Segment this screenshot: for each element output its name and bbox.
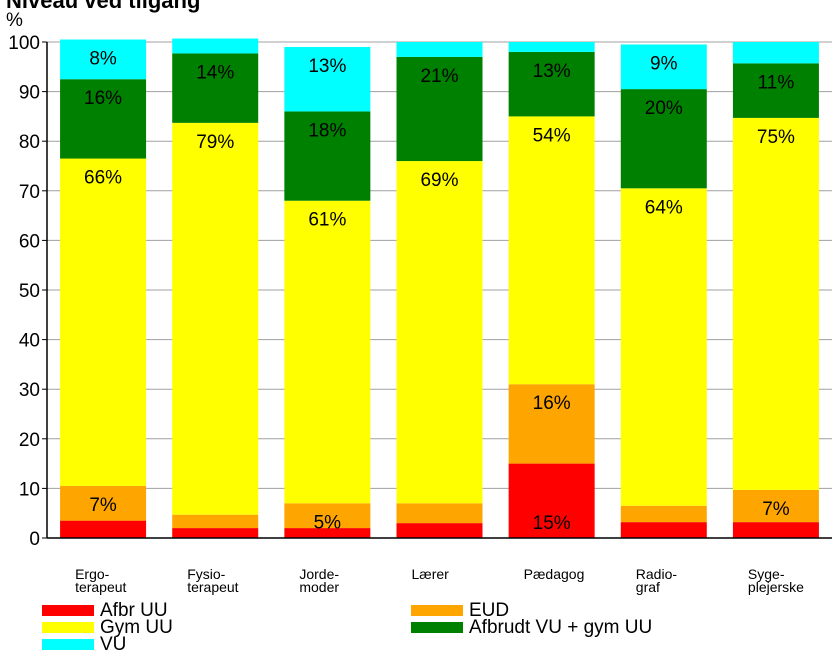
bar-value-label: 54% — [533, 125, 571, 146]
bar-value-label: 20% — [645, 98, 683, 119]
y-tick-label: 100 — [8, 33, 40, 54]
bar-segment — [732, 489, 819, 523]
category-label: plejerske — [748, 579, 804, 595]
bar-segment — [508, 42, 595, 52]
bar-value-label: 13% — [533, 61, 571, 82]
legend: Afbr UU EUD Gym UU Afbrudt VU + gym UU VU — [42, 600, 652, 655]
bar-segment — [172, 514, 259, 529]
bar-value-label: 11% — [758, 72, 795, 93]
bar-segment — [396, 161, 483, 504]
y-tick-label: 90 — [19, 83, 40, 104]
legend-label: Afbr UU — [100, 600, 168, 621]
bars — [60, 38, 819, 538]
bar-segment — [284, 528, 371, 538]
category-label: Syge- — [748, 566, 785, 582]
bar-value-label: 21% — [420, 66, 458, 87]
legend-swatch — [411, 622, 463, 633]
bar-segment — [620, 188, 707, 506]
y-tick-label: 50 — [19, 281, 40, 302]
bar-segment — [396, 56, 483, 162]
bar-segment — [60, 485, 147, 521]
bar-segment — [60, 158, 147, 486]
axes: 0102030405060708090100Ergo-terapeutFysio… — [8, 33, 832, 595]
y-tick-label: 40 — [19, 331, 40, 352]
bar-segment — [172, 528, 259, 538]
bar-value-label: 15% — [533, 513, 571, 534]
bar-segment — [508, 384, 595, 464]
bar-segment — [396, 523, 483, 538]
y-tick-label: 10 — [19, 479, 40, 500]
bar-value-label: 7% — [762, 499, 790, 520]
y-tick-label: 70 — [19, 182, 40, 203]
category-label: Pædagog — [524, 566, 585, 582]
bar-value-label: 64% — [645, 197, 683, 218]
bar-segment — [284, 200, 371, 504]
bar-segment — [732, 522, 819, 538]
category-label: terapeut — [187, 579, 238, 595]
legend-swatch — [42, 639, 94, 650]
category-label: terapeut — [75, 579, 126, 595]
category-label: Lærer — [412, 566, 450, 582]
bar-segment — [508, 116, 595, 385]
bar-segment — [732, 42, 819, 64]
legend-label: EUD — [469, 600, 509, 621]
bar-segment — [284, 46, 371, 112]
bar-value-label: 14% — [196, 62, 234, 83]
y-tick-label: 20 — [19, 430, 40, 451]
bar-value-label: 69% — [420, 170, 458, 191]
bar-value-label: 8% — [89, 49, 117, 70]
bar-segment — [732, 117, 819, 490]
bar-segment — [396, 42, 483, 57]
bar-value-label: 75% — [757, 127, 795, 148]
bar-value-label: 16% — [84, 88, 122, 109]
bar-segment — [284, 111, 371, 201]
bar-segment — [172, 38, 259, 54]
bar-segment — [284, 503, 371, 529]
bar-value-label: 66% — [84, 168, 122, 189]
category-label: Fysio- — [187, 566, 225, 582]
legend-swatch — [411, 605, 463, 616]
bar-segment — [172, 122, 259, 515]
y-tick-label: 80 — [19, 132, 40, 153]
bar-segment — [396, 503, 483, 524]
category-label: Ergo- — [75, 566, 110, 582]
bar-value-labels: 7% 66% 16% 8% 79% 14% 5% 61% 18% 13% 69% 21% 15% 16% 5… — [84, 49, 795, 534]
legend-label: Gym UU — [100, 617, 173, 638]
bar-segment — [508, 463, 595, 538]
bar-segment — [620, 505, 707, 523]
bar-value-label: 13% — [308, 56, 346, 77]
y-axis-unit-label: % — [6, 10, 23, 31]
category-label: Radio- — [636, 566, 678, 582]
y-tick-label: 30 — [19, 380, 40, 401]
bar-value-label: 18% — [308, 120, 346, 141]
bar-segment — [60, 520, 147, 538]
bar-value-label: 5% — [314, 512, 342, 533]
category-label: Jorde- — [299, 566, 339, 582]
bar-segment — [60, 39, 147, 80]
legend-label: VU — [100, 634, 126, 655]
bar-value-label: 79% — [196, 132, 234, 153]
bar-value-label: 61% — [308, 210, 346, 231]
legend-label: Afbrudt VU + gym UU — [469, 617, 652, 638]
category-label: moder — [299, 579, 339, 595]
bar-segment — [60, 79, 147, 159]
bar-segment — [732, 63, 819, 118]
bar-segment — [620, 89, 707, 189]
legend-swatch — [42, 605, 94, 616]
y-tick-label: 60 — [19, 231, 40, 252]
bar-segment — [172, 53, 259, 123]
y-tick-label: 0 — [29, 529, 40, 550]
category-label: graf — [636, 579, 660, 595]
legend-swatch — [42, 622, 94, 633]
bar-segment — [620, 522, 707, 538]
bar-segment — [508, 51, 595, 117]
bar-value-label: 16% — [533, 393, 571, 414]
bar-value-label: 7% — [89, 495, 117, 516]
bar-segment — [620, 44, 707, 90]
bar-value-label: 9% — [650, 53, 678, 74]
chart-title: Niveau ved tilgang — [6, 0, 200, 13]
